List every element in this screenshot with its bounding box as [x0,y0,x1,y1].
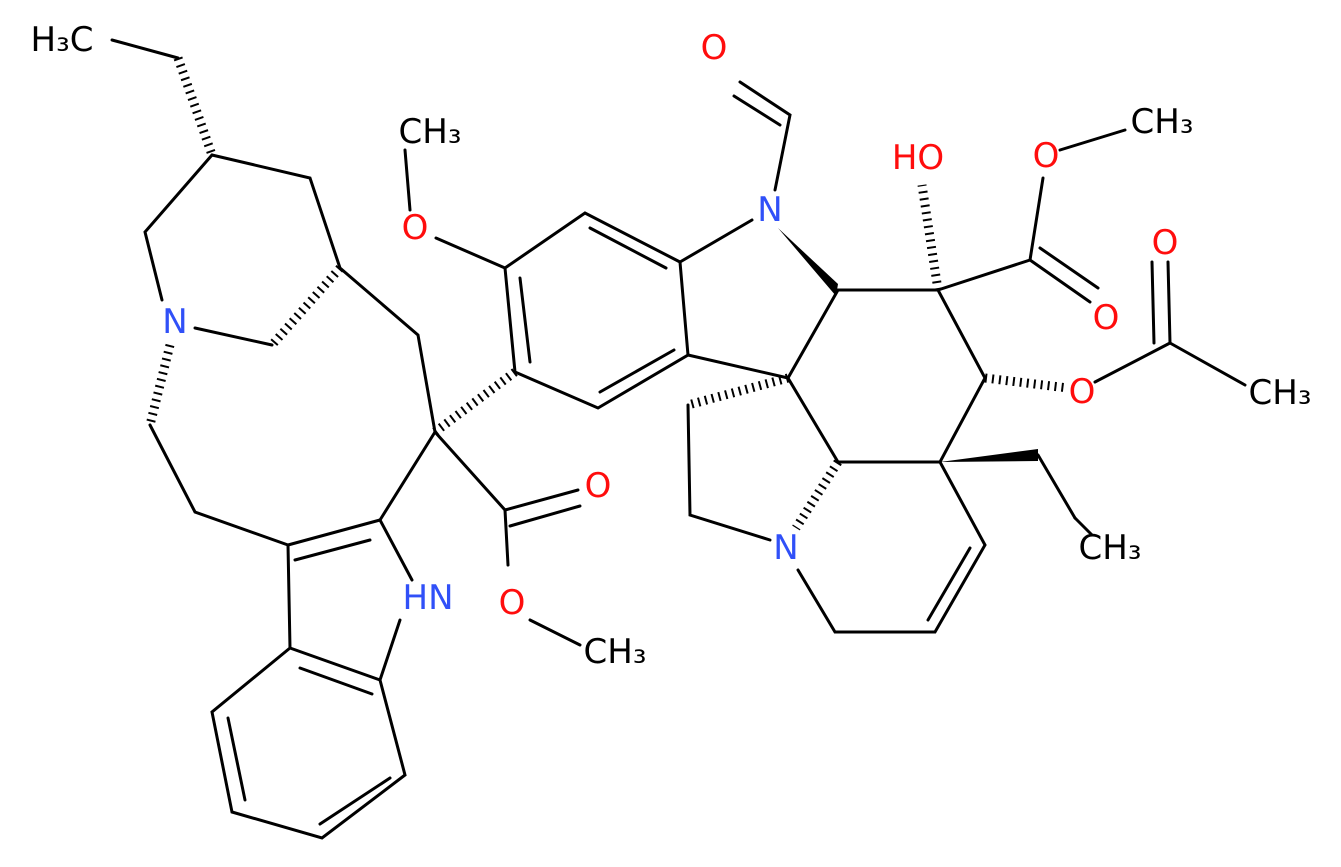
atom-label: O [1033,136,1060,176]
atom-label: CH₃ [1079,528,1142,568]
atom-label: O [499,583,526,623]
atom-label: O [585,466,612,506]
atom-label: O [701,28,728,68]
atom-label: O [1069,372,1096,412]
wedge-bonds [778,228,1038,462]
atom-label: CH₃ [584,632,647,672]
atom-label: CH₃ [1131,102,1194,142]
atom-label: HN [403,578,454,618]
atom-label: HO [892,138,944,178]
atom-labels: H₃C CH₃ O O N HO O CH₃ O O O CH₃ N O O C… [31,20,1312,672]
atom-label: O [402,208,429,248]
atom-label: N [162,302,187,342]
atom-label: N [773,528,798,568]
atom-label: N [757,190,782,230]
atom-label: CH₃ [399,112,462,152]
atom-label: H₃C [31,20,94,60]
bonds [110,38,1247,840]
atom-label: O [1093,298,1120,338]
atom-label: O [1152,223,1179,263]
hashed-bonds [145,56,1069,531]
atom-label: CH₃ [1249,373,1312,413]
